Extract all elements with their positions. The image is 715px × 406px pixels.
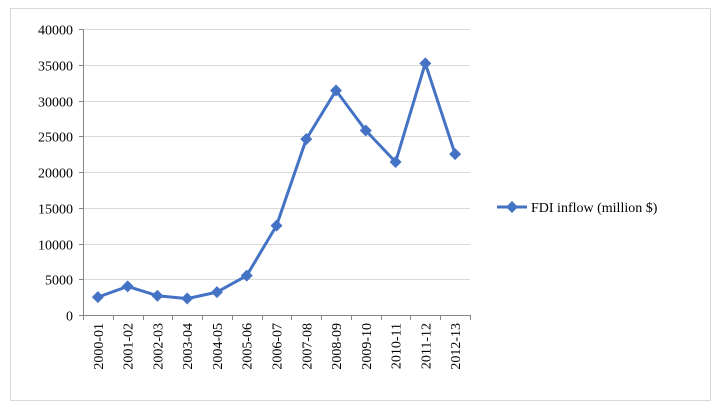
y-tick-label: 30000 <box>38 96 73 111</box>
data-point <box>419 57 432 70</box>
data-point <box>389 155 402 168</box>
legend: FDI inflow (million $) <box>497 201 658 216</box>
data-point <box>121 280 134 293</box>
data-point <box>181 292 194 305</box>
x-tick-labels: 2000-01 2001-02 2002-03 2003-04 2004-05 2005-… <box>92 323 464 370</box>
y-tick-labels: 0 5000 10000 15000 20000 25000 30000 35000 40000 <box>38 24 73 325</box>
data-point <box>330 84 343 97</box>
series-group <box>91 57 462 305</box>
axes <box>79 29 471 320</box>
y-tick-label: 40000 <box>38 24 73 39</box>
x-tick-label: 2006-07 <box>271 323 286 370</box>
y-tick-label: 10000 <box>38 239 73 254</box>
x-tick-label: 2011-12 <box>419 323 434 369</box>
legend-label: FDI inflow (million $) <box>531 201 658 216</box>
y-tick-label: 15000 <box>38 203 73 218</box>
data-point <box>91 291 104 304</box>
x-tick-label: 2007-08 <box>300 323 315 370</box>
x-tick-label: 2008-09 <box>330 323 345 370</box>
x-tick-label: 2003-04 <box>181 323 196 370</box>
x-tick-label: 2010-11 <box>390 323 405 369</box>
x-tick-label: 2009-10 <box>360 323 375 370</box>
data-point <box>210 286 223 299</box>
gridlines <box>83 29 470 280</box>
y-tick-label: 35000 <box>38 60 73 75</box>
x-tick-label: 2004-05 <box>211 323 226 370</box>
x-tick-label: 2012-13 <box>449 323 464 370</box>
data-point <box>359 124 372 137</box>
x-tick-label: 2002-03 <box>151 323 166 370</box>
x-tick-label: 2005-06 <box>241 323 256 370</box>
data-point <box>449 148 462 161</box>
y-tick-label: 0 <box>66 310 73 325</box>
data-point <box>151 289 164 302</box>
x-tick-label: 2000-01 <box>92 323 107 370</box>
y-tick-label: 25000 <box>38 131 73 146</box>
data-point <box>300 133 313 146</box>
legend-marker-icon <box>506 201 518 213</box>
chart-border <box>10 8 711 401</box>
data-point <box>270 219 283 232</box>
x-tick-label: 2001-02 <box>122 323 137 370</box>
data-point <box>240 269 253 282</box>
y-tick-label: 5000 <box>45 274 73 289</box>
y-tick-label: 20000 <box>38 167 73 182</box>
